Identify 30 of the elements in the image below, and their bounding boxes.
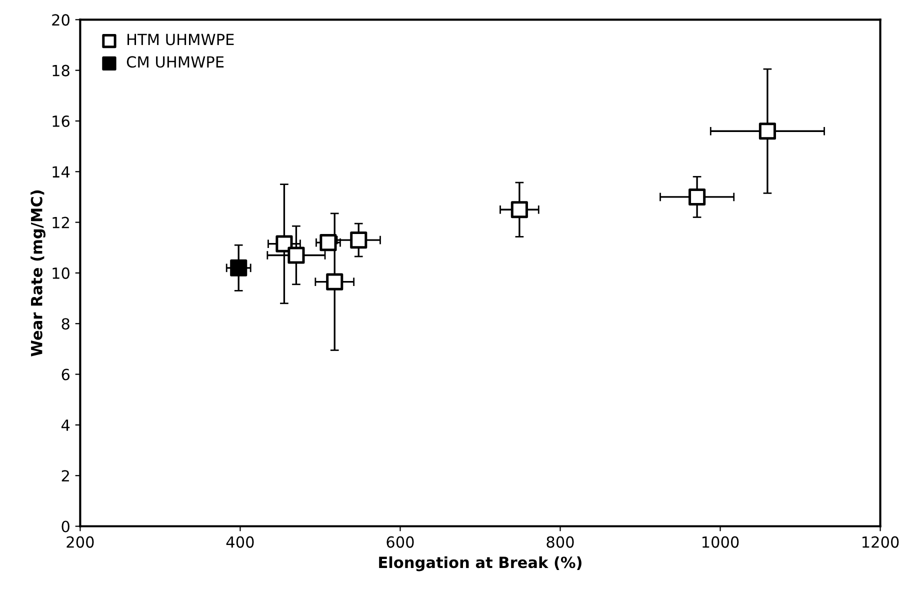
x-tick-label: 1200	[862, 536, 899, 548]
x-tick-label: 1000	[702, 536, 739, 548]
y-tick-label: 10	[52, 267, 70, 279]
y-tick-label: 6	[62, 368, 70, 380]
x-tick-label: 400	[226, 536, 254, 548]
y-tick-label: 16	[52, 115, 70, 128]
y-axis-title: Wear Rate (mg/MC)	[30, 190, 46, 356]
x-axis-title: Elongation at Break (%)	[379, 556, 582, 572]
point	[230, 259, 248, 276]
x-tick-label: 200	[66, 536, 94, 548]
x-tick-label: 800	[546, 536, 574, 548]
point	[688, 188, 706, 206]
point	[320, 234, 337, 252]
point	[276, 235, 293, 252]
point	[758, 122, 776, 140]
y-tick-label: 12	[52, 216, 69, 228]
y-tick-label: 8	[62, 318, 70, 330]
legend-label: HTM UHMWPE	[128, 34, 234, 46]
point	[350, 232, 368, 249]
x-tick-label: 600	[386, 536, 414, 548]
y-tick-label: 14	[52, 166, 70, 178]
point	[326, 273, 344, 290]
y-tick-label: 0	[62, 520, 70, 532]
legend-label: CM UHMWPE	[126, 56, 224, 68]
y-tick-label: 2	[62, 470, 69, 482]
y-tick-label: 4	[61, 420, 70, 431]
point	[288, 246, 305, 264]
point	[510, 201, 528, 218]
y-tick-label: 18	[52, 64, 70, 76]
y-tick-label: 20	[52, 14, 70, 26]
